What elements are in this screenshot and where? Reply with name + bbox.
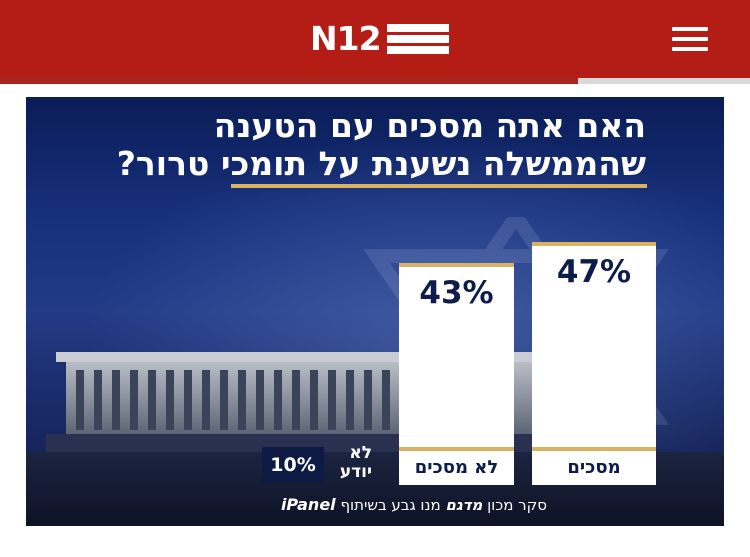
chart-title-line-2: שהממשלה נשענת על תומכי טרור?	[116, 144, 646, 183]
poll-credit: סקר מכון מדגם מנו גבע בשיתוף iPanel	[207, 492, 547, 518]
bar-category-box: לא מסכים	[399, 447, 514, 485]
credit-brand-logo: מדגם	[445, 496, 483, 514]
credit-prefix: סקר מכון	[487, 496, 547, 514]
bar-value-label: 47%	[556, 254, 632, 290]
bar-category-box: מסכים	[532, 447, 656, 485]
chart-title-line-1: האם אתה מסכים עם הטענה	[213, 106, 646, 145]
bar-category-label: מסכים	[567, 457, 621, 478]
bar-agree: 47% מסכים	[532, 242, 656, 485]
poll-chart-image: האם אתה מסכים עם הטענה שהממשלה נשענת על …	[26, 97, 724, 526]
knesset-building-illustration	[46, 352, 606, 462]
chart-title: האם אתה מסכים עם הטענה שהממשלה נשענת על …	[46, 107, 646, 183]
title-underline	[231, 184, 647, 188]
n12-logo[interactable]: N12	[310, 20, 449, 58]
ipanel-logo: iPanel	[280, 495, 336, 514]
site-header: N12	[0, 0, 750, 78]
dont-know-value: 10%	[262, 447, 324, 483]
bar-category-label: לא מסכים	[414, 457, 499, 478]
logo-stripes	[386, 24, 449, 54]
logo-text: N12	[310, 19, 382, 58]
hamburger-menu-icon[interactable]	[672, 27, 708, 51]
credit-middle: מנו גבע בשיתוף	[340, 496, 441, 514]
bar-value-label: 43%	[419, 275, 494, 311]
bar-top-accent	[399, 263, 514, 267]
bar-top-accent	[532, 242, 656, 246]
header-divider	[0, 78, 578, 84]
dont-know-label: לא יודע	[339, 443, 372, 482]
header-divider-light	[578, 78, 750, 84]
bar-disagree: 43% לא מסכים	[399, 263, 514, 485]
